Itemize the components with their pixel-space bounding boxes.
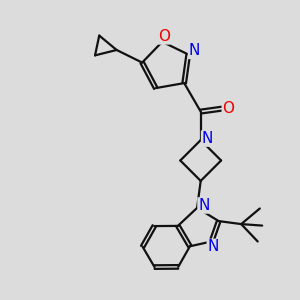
Text: N: N <box>202 131 213 146</box>
Text: N: N <box>198 198 209 213</box>
Text: N: N <box>188 44 200 59</box>
Text: O: O <box>158 29 170 44</box>
Text: N: N <box>207 239 219 254</box>
Text: O: O <box>222 101 234 116</box>
